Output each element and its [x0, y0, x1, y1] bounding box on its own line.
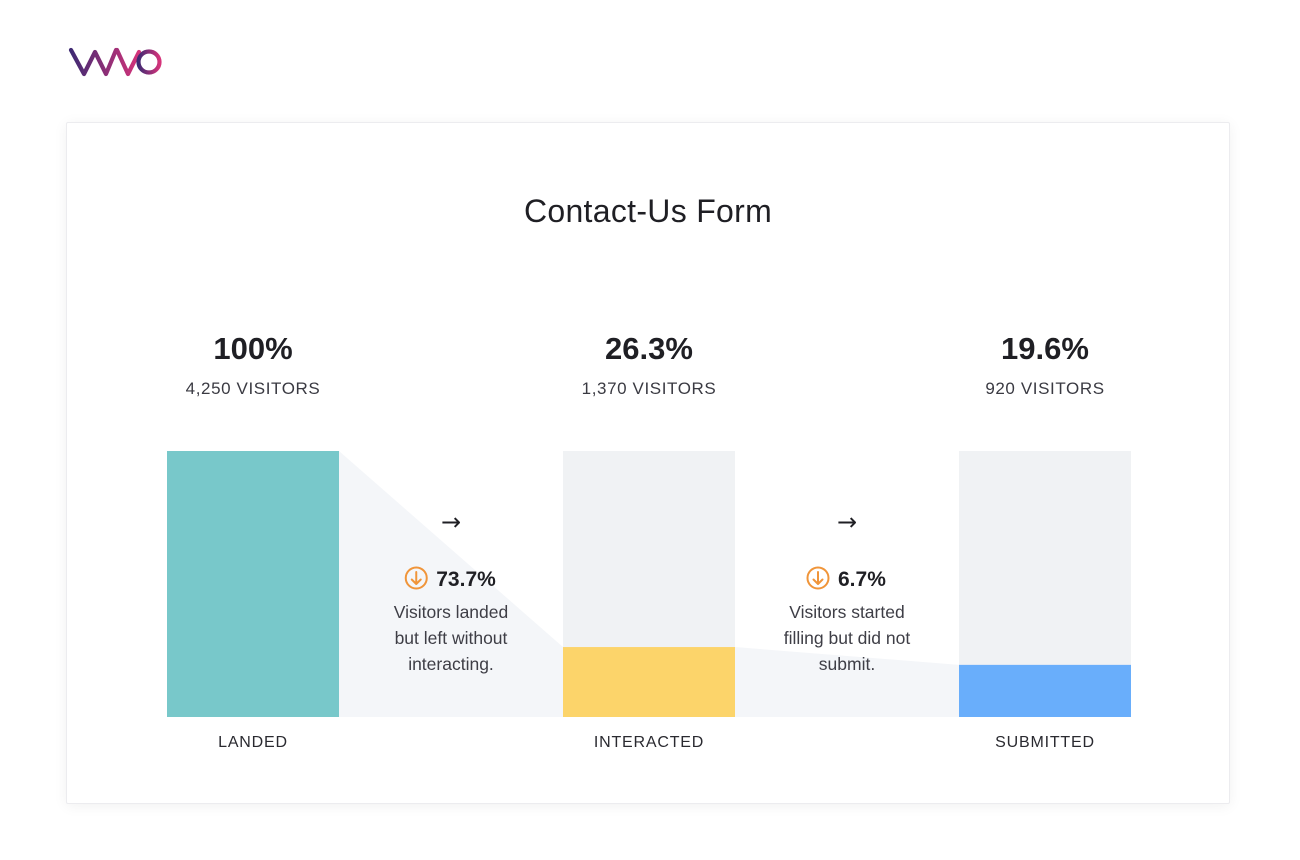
stage-percent: 19.6% [1001, 331, 1089, 366]
icon-arrow [410, 571, 422, 585]
stage-label: LANDED [218, 734, 288, 751]
icon-ring [806, 566, 830, 590]
bar-submitted [959, 664, 1131, 717]
drop-description-line: filling but did not [784, 628, 911, 648]
drop-description-line: Visitors started [789, 602, 904, 622]
funnel-card: Contact-Us Form 100% 4,250 VISITORS LANDED… [66, 122, 1230, 804]
stage-label: INTERACTED [594, 734, 704, 751]
stage-visitors: 1,370 VISITORS [582, 379, 717, 398]
drop-percent: 6.7% [838, 568, 886, 591]
right-arrow-icon: → [441, 508, 461, 536]
bar-interacted [563, 647, 735, 717]
bar-landed [167, 451, 339, 717]
drop-description-line: submit. [819, 654, 875, 674]
icon-ring [404, 566, 428, 590]
vwo-logo [68, 47, 162, 77]
stage-percent: 100% [213, 331, 292, 366]
funnel-chart: 100% 4,250 VISITORS LANDED 26.3% 1,370 VISIT… [167, 331, 1131, 751]
stage-label: SUBMITTED [995, 734, 1095, 751]
icon-arrow [812, 571, 824, 585]
vwo-logo-mark [68, 47, 142, 77]
drop-description-line: but left without [395, 628, 508, 648]
arrow-down-circle-icon [404, 566, 428, 590]
stage-percent: 26.3% [605, 331, 693, 366]
chart-title: Contact-Us Form [523, 193, 773, 229]
stage-visitors: 4,250 VISITORS [186, 379, 321, 398]
drop-percent: 73.7% [436, 568, 496, 591]
flow-band [735, 647, 959, 717]
stage-visitors: 920 VISITORS [985, 379, 1104, 398]
flow-band [339, 451, 563, 717]
arrow-down-circle-icon [806, 566, 830, 590]
drop-description-line: interacting. [408, 654, 494, 674]
right-arrow-icon: → [837, 508, 857, 536]
drop-summary: 6.7% [806, 566, 886, 591]
drop-description-line: Visitors landed [394, 602, 508, 622]
vwo-logo-o [136, 49, 162, 75]
drop-summary: 73.7% [404, 566, 496, 591]
